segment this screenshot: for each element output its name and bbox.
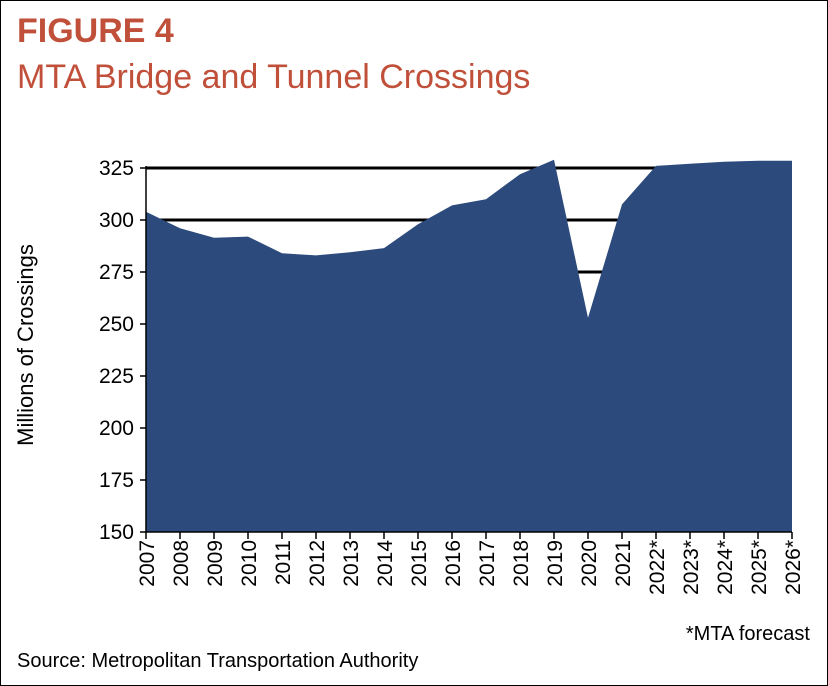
y-tick-label-275: 275 [99, 261, 134, 284]
x-tick-label-2023*: 2023* [680, 540, 703, 595]
x-tick-label-2021: 2021 [612, 540, 635, 587]
crossings-area [146, 159, 792, 532]
x-tick-label-2011: 2011 [272, 540, 295, 585]
x-tick-label-2014: 2014 [374, 540, 397, 587]
y-tick-label-200: 200 [99, 417, 134, 440]
x-tick-label-2012: 2012 [306, 540, 329, 587]
x-tick-label-2019: 2019 [544, 540, 567, 587]
y-tick-label-300: 300 [99, 209, 134, 232]
x-tick-label-2010: 2010 [238, 540, 261, 587]
x-tick-label-2009: 2009 [204, 540, 227, 587]
y-tick-label-250: 250 [99, 313, 134, 336]
source-note: Source: Metropolitan Transportation Auth… [17, 650, 419, 672]
x-tick-label-2007: 2007 [136, 540, 159, 587]
y-tick-label-150: 150 [99, 521, 134, 544]
forecast-footnote: *MTA forecast [685, 623, 810, 645]
x-tick-label-2025*: 2025* [748, 540, 771, 595]
y-tick-label-175: 175 [99, 469, 134, 492]
x-tick-label-2018: 2018 [510, 540, 533, 587]
x-tick-label-2008: 2008 [170, 540, 193, 587]
x-tick-label-2016: 2016 [442, 540, 465, 587]
x-tick-label-2020: 2020 [578, 540, 601, 587]
y-tick-label-325: 325 [99, 157, 134, 180]
x-tick-label-2017: 2017 [476, 540, 499, 587]
figure-title: MTA Bridge and Tunnel Crossings [17, 58, 531, 96]
x-tick-label-2022*: 2022* [646, 540, 669, 595]
x-tick-label-2013: 2013 [340, 540, 363, 587]
figure-label: FIGURE 4 [17, 12, 174, 50]
y-tick-label-225: 225 [99, 365, 134, 388]
x-tick-label-2024*: 2024* [714, 540, 737, 595]
x-tick-label-2026*: 2026* [782, 540, 805, 595]
x-tick-label-2015: 2015 [408, 540, 431, 587]
